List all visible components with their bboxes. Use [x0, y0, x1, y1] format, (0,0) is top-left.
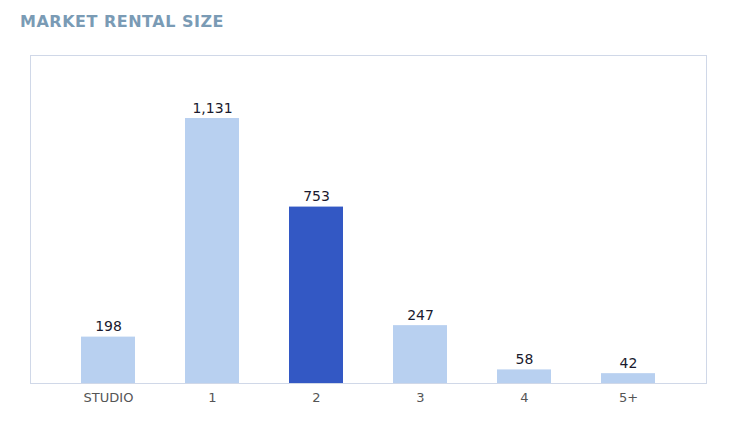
- svg-text:1: 1: [208, 390, 216, 405]
- svg-text:198: 198: [95, 318, 122, 334]
- svg-text:4: 4: [520, 390, 528, 405]
- html-text:MARKET RENTAL SIZE: MARKET RENTAL SIZE: [20, 12, 224, 31]
- svg-text:STUDIO: STUDIO: [84, 390, 134, 405]
- svg-text:247: 247: [407, 307, 434, 323]
- svg-text:42: 42: [620, 355, 638, 371]
- svg-text:58: 58: [516, 351, 534, 367]
- svg-text:753: 753: [303, 188, 330, 204]
- svg-text:3: 3: [416, 390, 424, 405]
- svg-text:5+: 5+: [619, 390, 638, 405]
- svg-text:2: 2: [312, 390, 320, 405]
- svg-text:1,131: 1,131: [192, 100, 232, 116]
